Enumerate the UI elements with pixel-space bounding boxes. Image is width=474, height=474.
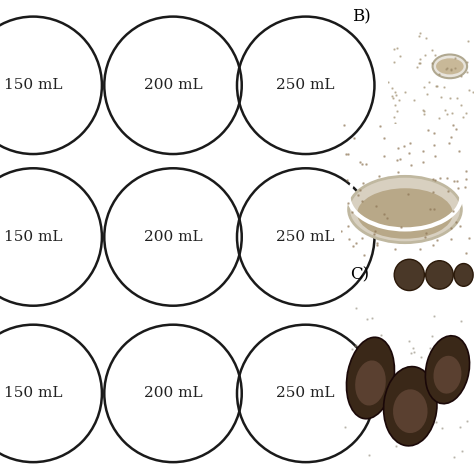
Text: 150 mL: 150 mL xyxy=(4,386,63,401)
Ellipse shape xyxy=(355,360,386,406)
Ellipse shape xyxy=(433,356,462,393)
Text: C): C) xyxy=(350,266,369,283)
Text: 150 mL: 150 mL xyxy=(4,230,63,244)
Ellipse shape xyxy=(454,264,473,286)
Text: 200 mL: 200 mL xyxy=(144,78,202,92)
Ellipse shape xyxy=(394,259,424,291)
Text: 250 mL: 250 mL xyxy=(276,230,335,244)
Ellipse shape xyxy=(425,336,470,404)
Text: 200 mL: 200 mL xyxy=(144,230,202,244)
Text: 200 mL: 200 mL xyxy=(144,386,202,401)
Text: 250 mL: 250 mL xyxy=(276,386,335,401)
Ellipse shape xyxy=(436,58,464,74)
Text: 150 mL: 150 mL xyxy=(4,78,63,92)
Ellipse shape xyxy=(433,55,467,78)
Text: 250 mL: 250 mL xyxy=(276,78,335,92)
Ellipse shape xyxy=(393,389,428,433)
Ellipse shape xyxy=(357,188,453,239)
Ellipse shape xyxy=(346,337,394,419)
Text: B): B) xyxy=(352,8,371,25)
Ellipse shape xyxy=(383,366,437,446)
Ellipse shape xyxy=(348,176,461,243)
Ellipse shape xyxy=(426,261,453,289)
